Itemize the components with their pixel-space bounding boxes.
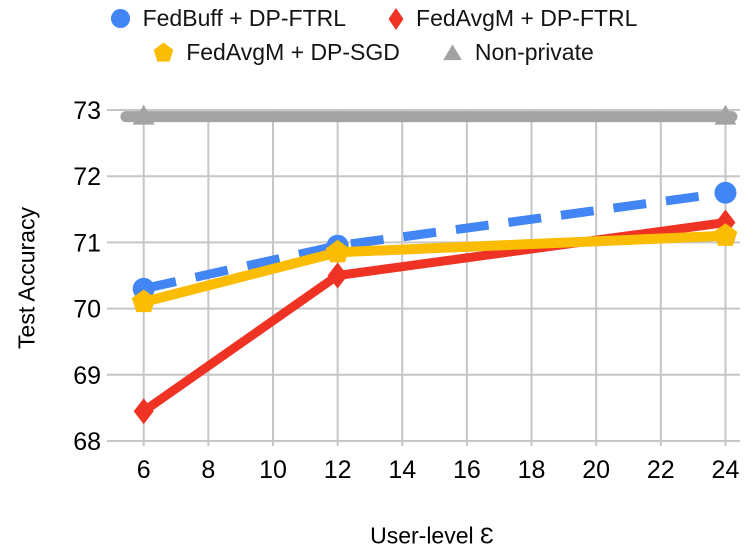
pentagon-marker bbox=[131, 289, 156, 313]
legend-marker-shape bbox=[388, 7, 404, 30]
y-tick-label: 70 bbox=[73, 296, 101, 324]
x-tick-label: 18 bbox=[518, 456, 546, 484]
triangle-marker bbox=[132, 104, 155, 125]
legend-label: Non-private bbox=[474, 39, 594, 65]
series-line bbox=[138, 230, 731, 307]
legend-item-non-private: Non-private bbox=[442, 39, 594, 66]
legend-label: FedBuff + DP-FTRL bbox=[142, 5, 347, 31]
y-tick-label: 73 bbox=[73, 97, 101, 125]
legend-row-1: FedBuff + DP-FTRL FedAvgM + DP-FTRL bbox=[89, 5, 659, 32]
x-tick-label: 24 bbox=[712, 456, 740, 484]
legend-marker-shape bbox=[110, 8, 130, 29]
y-tick-label: 68 bbox=[73, 428, 101, 456]
x-tick-label: 20 bbox=[582, 456, 610, 484]
legend-item-fedbuff-dp-ftrl: FedBuff + DP-FTRL bbox=[110, 5, 346, 32]
legend-item-fedavgm-dp-ftrl: FedAvgM + DP-FTRL bbox=[388, 5, 637, 32]
triangle-marker-icon bbox=[443, 44, 462, 61]
x-tick-label: 12 bbox=[324, 456, 352, 484]
legend-marker-shape bbox=[443, 44, 462, 61]
x-tick-label: 10 bbox=[259, 456, 287, 484]
x-axis-title: User-level Ɛ bbox=[370, 522, 494, 549]
legend: FedBuff + DP-FTRL FedAvgM + DP-FTRL FedA… bbox=[0, 5, 747, 66]
x-tick-label: 22 bbox=[647, 456, 675, 484]
triangle-marker bbox=[714, 104, 737, 125]
y-axis-title: Test Accuracy bbox=[13, 207, 40, 349]
legend-row-2: FedAvgM + DP-SGD Non-private bbox=[132, 39, 615, 66]
x-tick-label: 8 bbox=[201, 456, 215, 484]
pentagon-marker bbox=[325, 239, 350, 263]
y-tick-label: 72 bbox=[73, 163, 101, 191]
x-tick-label: 6 bbox=[137, 456, 151, 484]
circle-marker bbox=[714, 181, 737, 204]
pentagon-marker-icon bbox=[153, 42, 174, 62]
series-line bbox=[142, 188, 727, 294]
circle-marker-icon bbox=[110, 8, 130, 29]
diamond-marker bbox=[327, 262, 348, 289]
y-tick-label: 71 bbox=[73, 229, 101, 257]
legend-marker-shape bbox=[153, 42, 174, 62]
legend-label: FedAvgM + DP-FTRL bbox=[416, 5, 638, 31]
legend-label: FedAvgM + DP-SGD bbox=[186, 39, 400, 65]
diamond-marker bbox=[133, 398, 154, 425]
x-tick-label: 14 bbox=[388, 456, 416, 484]
legend-item-fedavgm-dp-sgd: FedAvgM + DP-SGD bbox=[153, 39, 400, 66]
pentagon-marker bbox=[713, 223, 738, 246]
x-tick-label: 16 bbox=[453, 456, 481, 484]
y-tick-label: 69 bbox=[73, 362, 101, 390]
diamond-marker-icon bbox=[388, 7, 404, 30]
